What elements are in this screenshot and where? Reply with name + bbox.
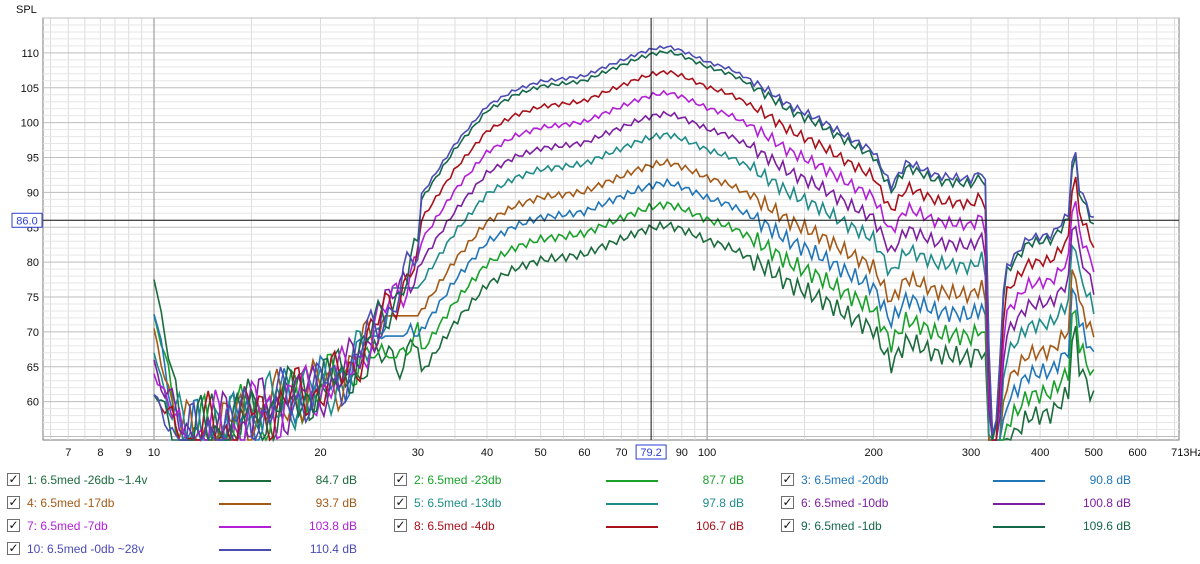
legend-series-name: 4: 6.5med -17db — [27, 496, 115, 510]
y-tick-label: 95 — [27, 153, 39, 165]
legend-series-name: 8: 6.5med -4db — [414, 519, 495, 533]
x-tick-label: 600 — [1128, 447, 1146, 459]
y-tick-label: 100 — [21, 118, 39, 130]
series-lines — [153, 44, 1095, 443]
legend-series-name: 3: 6.5med -20db — [801, 473, 889, 487]
x-tick-label: 30 — [412, 447, 424, 459]
y-tick-label: 65 — [27, 362, 39, 374]
legend-line-swatch — [993, 503, 1045, 505]
legend-line-swatch — [606, 480, 658, 482]
legend-item[interactable]: ✓ 10: 6.5med -0db ~28v 110.4 dB — [7, 539, 387, 561]
x-tick-labels: 7 8 9 10 20 30 40 50 60 70 90 100 200 300 400 500 600 713… — [65, 447, 1200, 459]
legend-value: 109.6 dB — [1082, 519, 1131, 533]
series-line-7 — [153, 89, 1095, 441]
legend-item[interactable]: ✓ 7: 6.5med -7db 103.8 dB — [7, 516, 387, 538]
x-tick-label: 50 — [534, 447, 546, 459]
legend-series-name: 5: 6.5med -13db — [414, 496, 502, 510]
x-tick-label: 90 — [676, 447, 688, 459]
legend-value: 103.8 dB — [308, 519, 357, 533]
legend-line-swatch — [219, 549, 271, 551]
x-tick-label: 8 — [97, 447, 103, 459]
x-tick-label: 300 — [962, 447, 980, 459]
x-tick-label: 70 — [615, 447, 627, 459]
y-tick-label: 90 — [27, 187, 39, 199]
legend-item[interactable]: ✓ 9: 6.5med -1db 109.6 dB — [781, 516, 1161, 538]
legend-checkbox[interactable]: ✓ — [394, 472, 407, 486]
cursor-x-readout: 79.2 — [640, 447, 661, 459]
legend-checkbox[interactable]: ✓ — [781, 518, 794, 532]
legend-checkbox[interactable]: ✓ — [781, 495, 794, 509]
legend-value: 97.8 dB — [702, 496, 744, 510]
x-tick-label: 40 — [481, 447, 493, 459]
legend-value: 110.4 dB — [309, 542, 357, 556]
legend-line-swatch — [606, 503, 658, 505]
legend-value: 100.8 dB — [1082, 496, 1131, 510]
legend-item[interactable]: ✓ 2: 6.5med -23db 87.7 dB — [394, 470, 774, 492]
x-tick-label: 200 — [864, 447, 882, 459]
legend-line-swatch — [993, 480, 1045, 482]
cursor-crosshair[interactable]: 86.0 79.2 — [11, 18, 1179, 460]
legend-series-name: 9: 6.5med -1db — [801, 519, 882, 533]
legend-series-name: 6: 6.5med -10db — [801, 496, 889, 510]
legend-line-swatch — [993, 526, 1045, 528]
series-line-6 — [153, 110, 1095, 441]
legend-line-swatch — [219, 526, 271, 528]
legend-item[interactable]: ✓ 8: 6.5med -4db 106.7 dB — [394, 516, 774, 538]
y-tick-label: 80 — [27, 257, 39, 269]
legend-checkbox[interactable]: ✓ — [781, 472, 794, 486]
legend-checkbox[interactable]: ✓ — [7, 495, 20, 509]
legend-value: 87.7 dB — [702, 473, 744, 487]
legend-checkbox[interactable]: ✓ — [7, 518, 20, 532]
legend-value: 84.7 dB — [315, 473, 357, 487]
legend-item[interactable]: ✓ 3: 6.5med -20db 90.8 dB — [781, 470, 1161, 492]
legend-line-swatch — [606, 526, 658, 528]
y-tick-label: 75 — [27, 292, 39, 304]
cursor-x-badge — [635, 444, 667, 460]
legend-series-name: 10: 6.5med -0db ~28v — [27, 542, 145, 556]
legend-value: 90.8 dB — [1089, 473, 1131, 487]
y-tick-label: 105 — [21, 83, 39, 95]
series-line-5 — [153, 132, 1095, 441]
x-tick-label: 9 — [126, 447, 132, 459]
legend-checkbox[interactable]: ✓ — [394, 518, 407, 532]
y-axis-label: SPL — [16, 4, 37, 16]
legend-item[interactable]: ✓ 5: 6.5med -13db 97.8 dB — [394, 493, 774, 515]
legend: ✓ 1: 6.5med -26db ~1.4v 84.7 dB ✓ 2: 6.5med … — [0, 464, 1200, 564]
legend-series-name: 2: 6.5med -23db — [414, 473, 502, 487]
x-tick-label: 7 — [65, 447, 71, 459]
x-tick-label: 500 — [1085, 447, 1103, 459]
legend-line-swatch — [219, 503, 271, 505]
legend-item[interactable]: ✓ 4: 6.5med -17db 93.7 dB — [7, 493, 387, 515]
x-tick-label: 100 — [698, 447, 716, 459]
legend-value: 106.7 dB — [695, 519, 744, 533]
y-tick-label: 60 — [27, 397, 39, 409]
x-tick-label: 60 — [578, 447, 590, 459]
cursor-y-badge — [11, 212, 43, 228]
y-tick-label: 70 — [27, 327, 39, 339]
y-tick-label: 110 — [21, 48, 39, 60]
x-tick-label: 713Hz — [1171, 447, 1200, 459]
legend-item[interactable]: ✓ 6: 6.5med -10db 100.8 dB — [781, 493, 1161, 515]
legend-checkbox[interactable]: ✓ — [394, 495, 407, 509]
plot-frame — [42, 17, 1180, 441]
legend-line-swatch — [219, 480, 271, 482]
legend-checkbox[interactable]: ✓ — [7, 472, 20, 486]
legend-item[interactable]: ✓ 1: 6.5med -26db ~1.4v 84.7 dB — [7, 470, 387, 492]
series-line-10 — [153, 44, 1094, 442]
legend-series-name: 1: 6.5med -26db ~1.4v — [27, 473, 148, 487]
x-tick-label: 400 — [1031, 447, 1049, 459]
legend-value: 93.7 dB — [315, 496, 357, 510]
series-line-1 — [153, 220, 1095, 443]
legend-checkbox[interactable]: ✓ — [7, 541, 20, 555]
x-tick-label: 10 — [148, 447, 160, 459]
cursor-y-readout: 86.0 — [16, 215, 37, 227]
legend-series-name: 7: 6.5med -7db — [27, 519, 108, 533]
x-tick-label: 20 — [314, 447, 326, 459]
